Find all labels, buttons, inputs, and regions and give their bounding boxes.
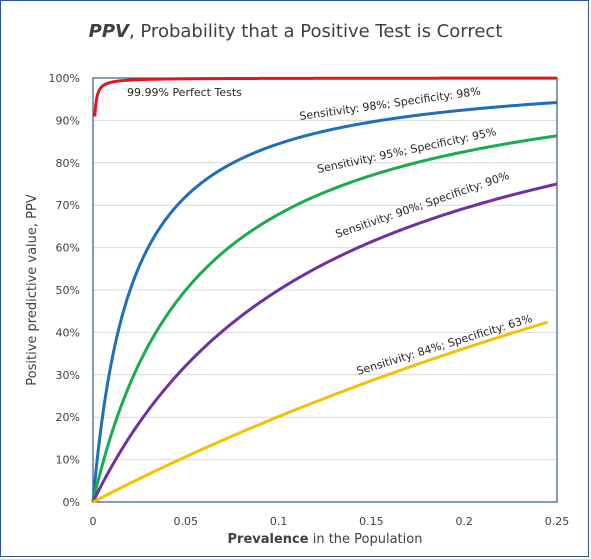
series-line-2 (91, 134, 558, 503)
series-line-3 (91, 182, 558, 503)
y-tick-label: 40% (56, 326, 80, 339)
x-tick-label: 0.2 (455, 515, 473, 528)
y-tick-label: 100% (49, 72, 80, 85)
series-line-4 (92, 320, 549, 504)
y-axis-ticks: 0% 10% 20% 30% 40% 50% 60% 70% 80% 90% 100% (49, 72, 80, 509)
chart-title: PPV, Probability that a Positive Test is… (1, 21, 590, 42)
chart-title-emphasis: PPV (88, 21, 129, 42)
x-tick-label: 0 (90, 515, 97, 528)
x-axis-label-bold: Prevalence (228, 532, 309, 547)
series-group (91, 76, 558, 504)
y-tick-label: 10% (56, 454, 80, 467)
x-axis-label-rest: in the Population (309, 532, 423, 547)
y-tick-label: 70% (56, 199, 80, 212)
x-tick-label: 0.25 (545, 515, 570, 528)
y-tick-label: 50% (56, 284, 80, 297)
series-label-0: 99.99% Perfect Tests (127, 86, 242, 99)
series-line-1 (91, 100, 558, 503)
x-axis-ticks: 0 0.05 0.1 0.15 0.2 0.25 (90, 515, 570, 528)
chart-title-rest: , Probability that a Positive Test is Co… (128, 21, 503, 42)
y-tick-label: 60% (56, 242, 80, 255)
series-label-4: Sensitivity: 84%; Specificity: 63% (355, 312, 534, 378)
y-tick-label: 20% (56, 411, 80, 424)
y-axis-label: Positive predictive value, PPV (25, 194, 40, 386)
gridlines (93, 77, 557, 503)
series-label-1: Sensitivity: 98%; Specificity: 98% (299, 85, 482, 123)
x-tick-label: 0.05 (174, 515, 199, 528)
series-line-0 (93, 76, 557, 118)
x-tick-label: 0.1 (270, 515, 288, 528)
y-tick-label: 90% (56, 114, 80, 127)
y-tick-label: 80% (56, 157, 80, 170)
x-axis-label: Prevalence in the Population (228, 532, 423, 547)
x-tick-label: 0.15 (359, 515, 384, 528)
y-tick-label: 0% (63, 496, 80, 509)
y-tick-label: 30% (56, 369, 80, 382)
